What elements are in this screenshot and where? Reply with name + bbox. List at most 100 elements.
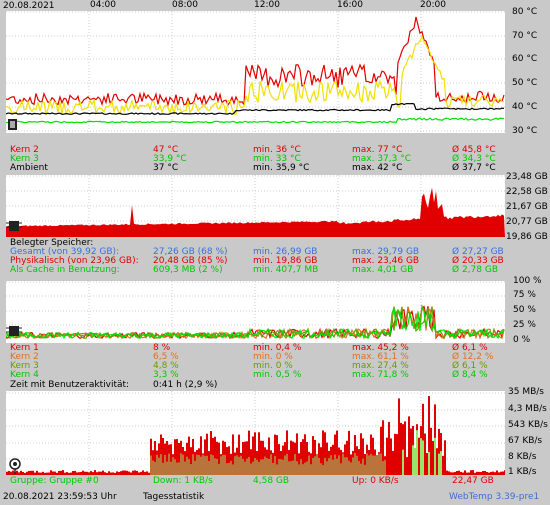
network-bar: [238, 456, 240, 475]
max-value: max. 37,3 °C: [352, 154, 412, 164]
network-bar: [74, 470, 76, 475]
network-bar: [282, 459, 284, 475]
network-bar: [160, 454, 162, 475]
network-bar: [142, 470, 144, 475]
network-bar: [230, 460, 232, 475]
network-bar: [194, 460, 196, 475]
y-tick: 0 %: [513, 335, 531, 345]
network-bar: [296, 461, 298, 475]
upload-rate: Up: 0 KB/s: [352, 476, 399, 486]
network-bar: [124, 470, 126, 475]
network-bar: [352, 457, 354, 475]
network-bar: [284, 455, 286, 475]
network-bar: [360, 433, 362, 475]
network-bar: [164, 455, 166, 475]
cpu-chart: [6, 281, 505, 343]
legend-label: Kern 3: [10, 154, 39, 164]
network-bar: [8, 470, 10, 475]
activity-value: 0:41 h (2,9 %): [153, 380, 218, 390]
date-label: 20.08.2021: [3, 1, 55, 11]
network-bar: [296, 433, 298, 475]
legend-label: Kern 2: [10, 145, 39, 155]
network-bar: [254, 432, 256, 475]
memory-title: Belegter Speicher:: [10, 238, 94, 248]
hour-label: 04:00: [90, 0, 116, 10]
legend-label: Kern 2: [10, 352, 39, 362]
legend-label: Kern 4: [10, 370, 39, 380]
network-bar: [158, 457, 160, 475]
y-tick: 50 °C: [512, 78, 538, 88]
min-value: min. 26,99 GB: [253, 247, 318, 257]
y-tick: 40 °C: [512, 102, 538, 112]
network-bar: [348, 460, 350, 475]
legend-label: Kern 3: [10, 361, 39, 371]
y-tick: 100 %: [513, 276, 542, 286]
network-bar: [370, 453, 372, 475]
network-bar: [146, 471, 148, 475]
network-bar: [388, 421, 390, 475]
network-bar: [228, 462, 230, 475]
network-bar: [10, 471, 12, 475]
avg-value: Ø 8,4 %: [452, 370, 488, 380]
network-bar: [268, 459, 270, 475]
network-bar: [56, 472, 58, 475]
network-bar: [26, 471, 28, 475]
network-bar: [372, 455, 374, 475]
y-tick: 1 KB/s: [508, 467, 537, 477]
temperature-chart-svg: [6, 11, 505, 133]
network-bar: [192, 454, 194, 475]
y-tick: 20,77 GB: [506, 217, 548, 227]
network-bar: [490, 471, 492, 475]
network-bar: [348, 430, 350, 475]
network-bar: [478, 471, 480, 475]
network-bar: [364, 454, 366, 475]
avg-value: Ø 37,7 °C: [452, 163, 496, 173]
network-bar: [228, 446, 230, 475]
memory-area: [6, 187, 505, 237]
network-bar: [130, 472, 132, 475]
network-bar: [46, 472, 48, 475]
network-bar: [266, 458, 268, 475]
network-bar: [120, 471, 122, 475]
y-tick: 4,3 MB/s: [508, 404, 547, 414]
temperature-series: [6, 102, 505, 116]
network-bar: [486, 472, 488, 475]
network-bar: [376, 455, 378, 475]
network-bar: [390, 438, 392, 475]
network-bar: [330, 455, 332, 475]
network-bar: [38, 472, 40, 475]
network-bar: [496, 470, 498, 475]
network-bar: [84, 471, 86, 475]
network-bar: [22, 472, 24, 475]
network-chart: [6, 391, 505, 475]
version-link[interactable]: WebTemp 3.39-pre1: [449, 492, 540, 502]
network-bar: [472, 470, 474, 475]
download-rate: Down: 1 KB/s: [153, 476, 213, 486]
memory-chart-svg: [6, 175, 505, 237]
network-bar: [442, 455, 444, 475]
y-tick: 67 KB/s: [508, 436, 543, 446]
network-bar: [254, 458, 256, 475]
network-bar: [326, 461, 328, 475]
network-bar: [240, 455, 242, 475]
network-bar: [154, 461, 156, 475]
min-value: min. 36 °C: [253, 145, 301, 155]
network-bar: [452, 472, 454, 475]
network-bar: [450, 472, 452, 475]
daily-stats-link[interactable]: Tagesstatistik: [143, 492, 205, 502]
current-value: 609,3 MB (2 %): [153, 265, 223, 275]
network-bar: [444, 440, 446, 475]
network-bar: [150, 455, 152, 475]
network-bar: [502, 471, 504, 475]
network-bar: [300, 459, 302, 475]
network-bar: [68, 472, 70, 475]
current-value: 4,8 %: [153, 361, 179, 371]
cpu-series: [6, 306, 505, 340]
network-bar: [118, 472, 120, 475]
network-bar: [448, 471, 450, 475]
network-bar: [396, 434, 398, 475]
network-bar: [382, 461, 384, 475]
network-bar: [324, 432, 326, 475]
network-bar: [356, 455, 358, 475]
network-bar: [378, 453, 380, 475]
